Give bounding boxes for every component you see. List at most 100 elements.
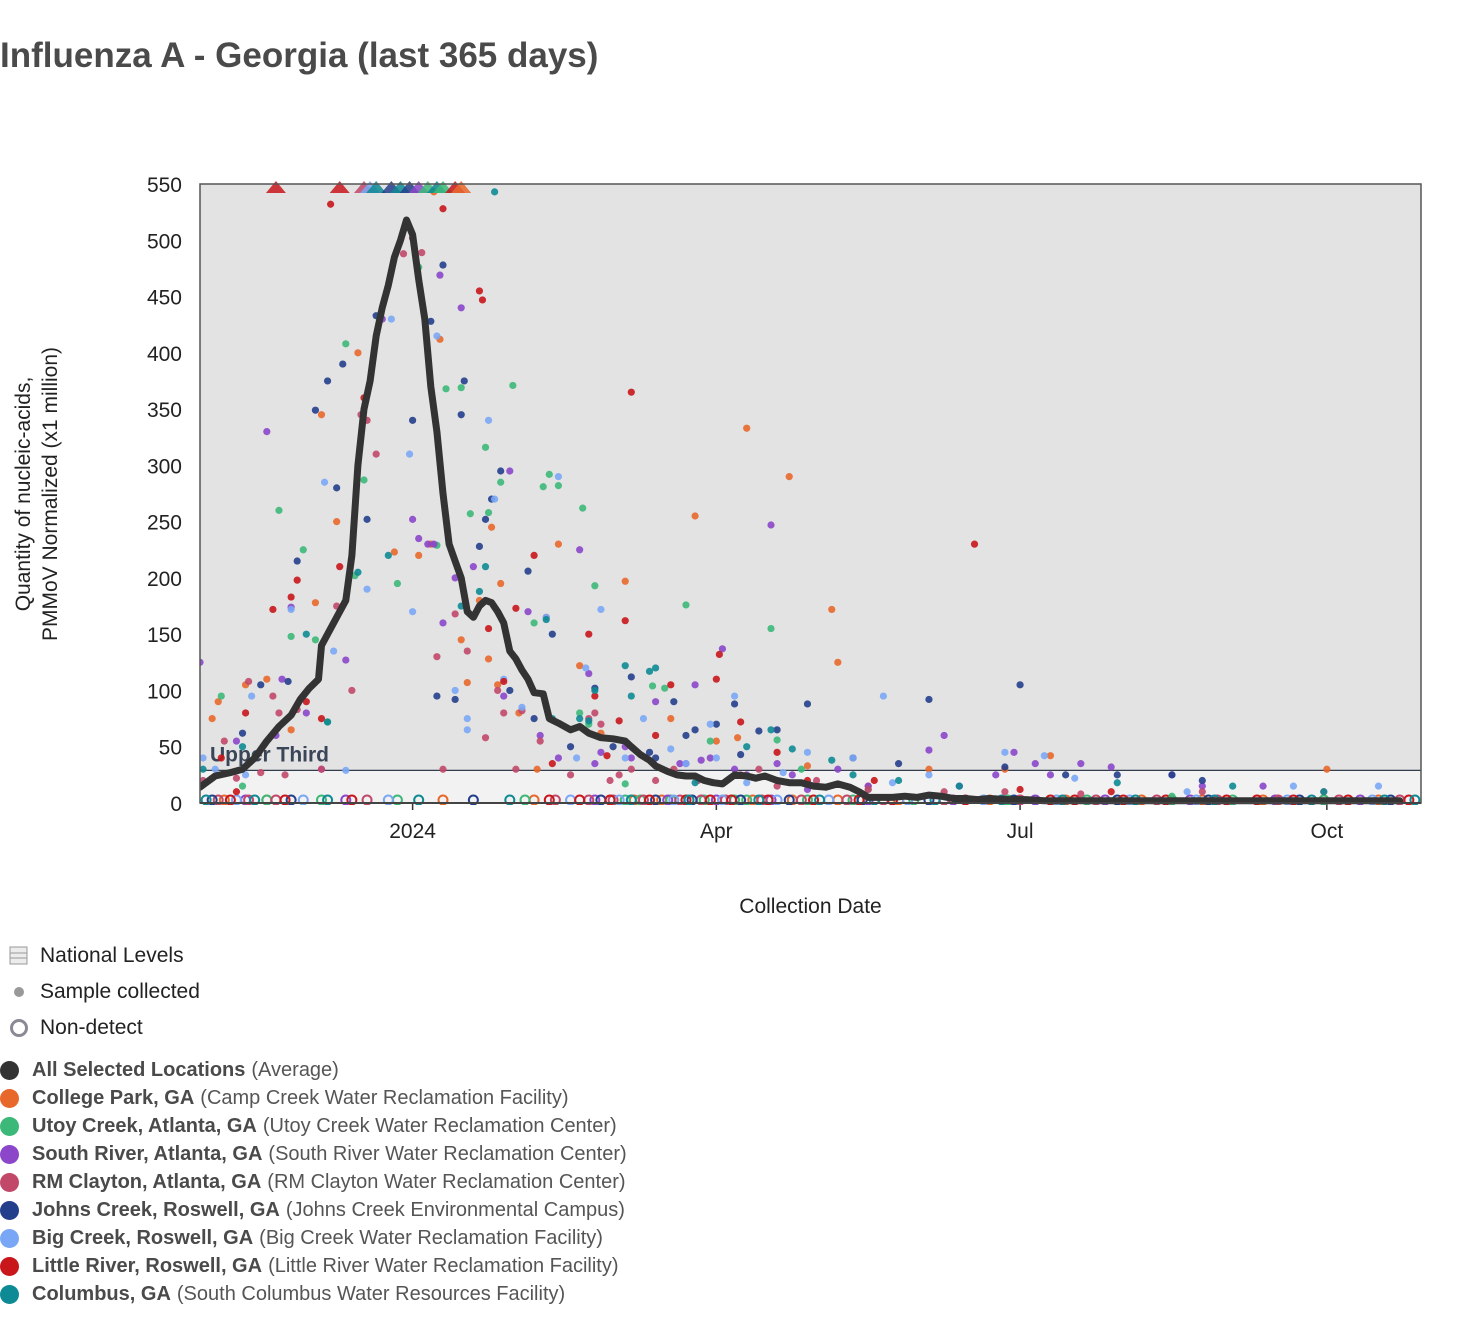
sample-point bbox=[1016, 785, 1024, 794]
sample-point bbox=[1062, 771, 1070, 779]
sample-point bbox=[323, 718, 332, 726]
non-detect-marker bbox=[243, 794, 255, 805]
sample-point bbox=[712, 754, 720, 762]
sample-point bbox=[442, 385, 450, 393]
non-detect-marker bbox=[382, 794, 394, 805]
sample-point bbox=[591, 692, 599, 700]
sample-point bbox=[200, 765, 207, 773]
legend-location-6[interactable]: Big Creek, Roswell, GA (Big Creek Water R… bbox=[0, 1224, 627, 1252]
legend-location-detail: (South Columbus Water Resources Facility… bbox=[176, 1282, 566, 1305]
legend-non-detect[interactable]: Non-detect bbox=[6, 1010, 200, 1046]
sample-point bbox=[803, 748, 812, 756]
legend-location-detail: (Utoy Creek Water Reclamation Center) bbox=[262, 1114, 617, 1137]
sample-point bbox=[463, 726, 471, 734]
sample-point bbox=[487, 523, 496, 531]
non-detect-marker bbox=[322, 794, 334, 805]
sample-point bbox=[545, 470, 553, 478]
legend-sample-collected[interactable]: Sample collected bbox=[6, 974, 200, 1010]
sample-point bbox=[524, 567, 532, 575]
chart-svg[interactable]: Upper Third 0 50 100 150 200 250 300 350 400 450 50… bbox=[0, 0, 1462, 930]
y-tick-label: 450 bbox=[147, 287, 182, 310]
sample-point bbox=[682, 760, 690, 768]
sample-point bbox=[475, 542, 484, 550]
sample-point bbox=[457, 636, 465, 644]
sample-point bbox=[463, 714, 471, 723]
non-detect-marker bbox=[437, 794, 449, 805]
sample-point bbox=[864, 785, 872, 794]
sample-point bbox=[621, 662, 629, 670]
sample-point bbox=[849, 754, 857, 762]
sample-point bbox=[1113, 771, 1121, 779]
sample-point bbox=[554, 473, 563, 481]
sample-point bbox=[639, 714, 648, 723]
sample-point bbox=[773, 748, 781, 756]
sample-point bbox=[767, 624, 775, 633]
sample-point bbox=[773, 760, 781, 768]
sample-point bbox=[451, 610, 459, 618]
legend-location-4[interactable]: RM Clayton, Atlanta, GA (RM Clayton Water… bbox=[0, 1168, 627, 1196]
sample-point bbox=[484, 509, 493, 517]
x-tick-label: Oct bbox=[1311, 820, 1344, 843]
sample-point bbox=[1198, 782, 1206, 790]
legend-location-2[interactable]: Utoy Creek, Atlanta, GA (Utoy Creek Water… bbox=[0, 1112, 627, 1140]
offscale-marker bbox=[451, 181, 472, 193]
x-tick-label: Apr bbox=[700, 820, 733, 843]
sample-point bbox=[327, 200, 335, 208]
legend-color-dot-icon bbox=[0, 1116, 19, 1136]
legend-sample-collected-label: Sample collected bbox=[40, 980, 200, 1003]
sample-point bbox=[333, 484, 341, 492]
sample-point bbox=[627, 388, 635, 396]
sample-point bbox=[457, 304, 465, 312]
sample-point bbox=[828, 605, 836, 614]
sample-point bbox=[363, 515, 371, 523]
legend-location-7[interactable]: Little River, Roswell, GA (Little River W… bbox=[0, 1252, 627, 1280]
legend-national-levels[interactable]: National Levels bbox=[6, 938, 200, 974]
non-detect-marker bbox=[361, 794, 373, 805]
sample-point bbox=[925, 765, 933, 773]
sample-point bbox=[439, 261, 447, 269]
sample-point bbox=[494, 681, 502, 689]
sample-point bbox=[773, 726, 781, 734]
y-tick-label: 250 bbox=[147, 512, 182, 535]
legend-location-3[interactable]: South River, Atlanta, GA (South River Wat… bbox=[0, 1140, 627, 1168]
sample-point bbox=[879, 692, 887, 700]
sample-point bbox=[384, 551, 392, 560]
sample-point bbox=[302, 698, 310, 706]
sample-point bbox=[439, 619, 447, 627]
sample-point bbox=[715, 650, 723, 659]
legend-location-1[interactable]: College Park, GA (Camp Creek Water Reclam… bbox=[0, 1084, 627, 1112]
sample-point bbox=[509, 381, 517, 390]
sample-point bbox=[615, 717, 623, 725]
sample-point bbox=[834, 765, 842, 773]
sample-point bbox=[533, 765, 541, 773]
sample-point bbox=[609, 743, 617, 751]
non-detect-marker bbox=[212, 794, 224, 805]
sample-point bbox=[548, 760, 556, 768]
sample-point bbox=[667, 681, 675, 689]
legend-location-8[interactable]: Columbus, GA (South Columbus Water Resour… bbox=[0, 1280, 627, 1308]
sample-point bbox=[500, 677, 508, 686]
non-detect-marker bbox=[637, 794, 649, 805]
sample-point bbox=[627, 673, 635, 681]
sample-point bbox=[661, 684, 669, 692]
legend-location-detail: (RM Clayton Water Reclamation Center) bbox=[267, 1170, 626, 1193]
sample-point bbox=[1198, 776, 1206, 785]
y-axis-label: Quantity of nucleic-acids, bbox=[12, 377, 35, 612]
y-tick-label: 50 bbox=[159, 737, 182, 760]
sample-point bbox=[894, 776, 903, 785]
sample-point bbox=[582, 664, 590, 672]
sample-point bbox=[651, 776, 660, 785]
sample-point bbox=[457, 384, 465, 392]
sample-point bbox=[463, 678, 471, 687]
sample-point bbox=[925, 746, 933, 754]
non-detect-marker bbox=[726, 794, 738, 805]
sample-point bbox=[730, 765, 739, 773]
sample-point bbox=[287, 605, 295, 614]
legend-location-0[interactable]: All Selected Locations (Average) bbox=[0, 1056, 627, 1084]
non-detect-marker bbox=[625, 794, 637, 805]
sample-point bbox=[220, 737, 228, 745]
non-detect-marker bbox=[801, 794, 813, 805]
legend-location-5[interactable]: Johns Creek, Roswell, GA (Johns Creek Env… bbox=[0, 1196, 627, 1224]
sample-point bbox=[217, 692, 225, 700]
sample-point bbox=[651, 731, 660, 740]
